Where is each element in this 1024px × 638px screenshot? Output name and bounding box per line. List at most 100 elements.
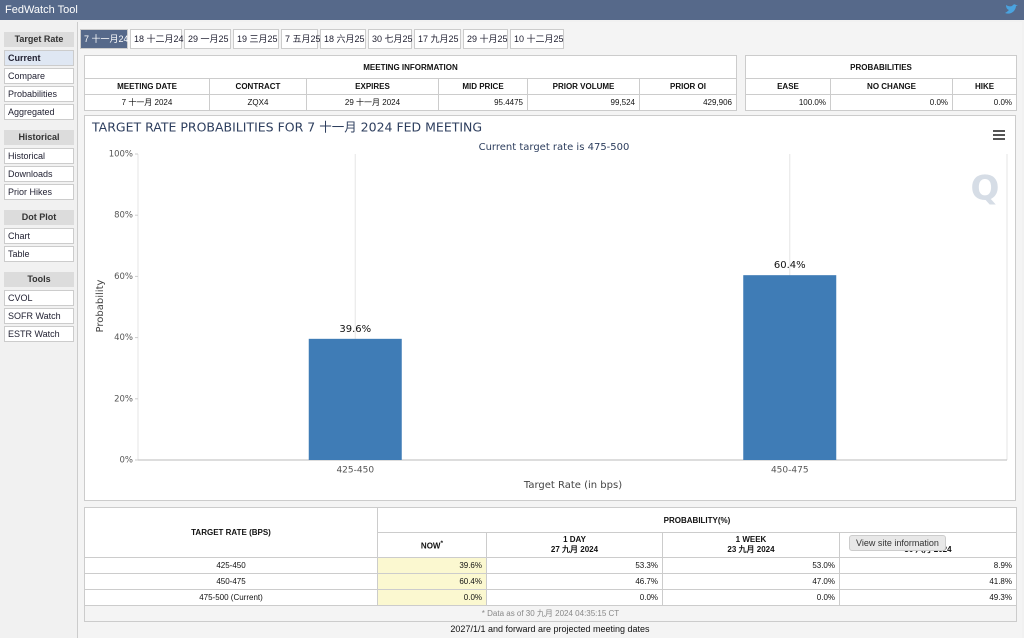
cell: 429,906 xyxy=(639,94,737,111)
chart-subtitle: Current target rate is 475-500 xyxy=(479,142,630,153)
bar xyxy=(308,338,402,460)
column-header: NOW* xyxy=(377,532,487,558)
data-row: 475-500 (Current) 0.0% 0.0% 0.0% 49.3% xyxy=(84,589,1017,606)
probability-table: TARGET RATE (BPS) PROBABILITY(%) NOW* 1 DAY… xyxy=(84,507,1017,622)
tab[interactable]: 30 七月25 xyxy=(368,29,413,49)
table-title: PROBABILITIES xyxy=(745,55,1017,79)
tab[interactable]: 18 十二月24 xyxy=(130,29,184,49)
sidebar-item[interactable]: Prior Hikes xyxy=(4,184,74,200)
data-row: 450-475 60.4% 46.7% 47.0% 41.8% xyxy=(84,573,1017,590)
cell: 0.0% xyxy=(662,589,840,606)
tab[interactable]: 29 一月25 xyxy=(184,29,231,49)
column-header: 1 WEEK 23 九月 2024 xyxy=(662,532,840,558)
header-row: MEETING DATE CONTRACT EXPIRES MID PRICE PRIO… xyxy=(84,78,737,95)
sidebar-heading: Target Rate xyxy=(4,32,74,47)
cell: 0.0% xyxy=(952,94,1017,111)
column-header: NO CHANGE xyxy=(830,78,953,95)
header-row: EASE NO CHANGE HIKE xyxy=(745,78,1017,95)
watermark-logo: Q xyxy=(971,169,1000,209)
column-label: 1 DAY xyxy=(563,535,586,544)
row-header: TARGET RATE (BPS) xyxy=(84,507,378,558)
column-header: MID PRICE xyxy=(438,78,528,95)
sidebar-item[interactable]: Chart xyxy=(4,228,74,244)
data-row: 425-450 39.6% 53.3% 53.0% 8.9% xyxy=(84,557,1017,574)
cell: 49.3% xyxy=(839,589,1017,606)
y-tick-label: 100% xyxy=(109,150,133,160)
cell: ZQX4 xyxy=(209,94,307,111)
cell: 450-475 xyxy=(84,573,378,590)
y-tick-label: 80% xyxy=(114,211,133,221)
sidebar-item[interactable]: Aggregated xyxy=(4,104,74,120)
data-label: 39.6% xyxy=(339,324,371,335)
y-axis-label: Probability xyxy=(95,279,106,332)
column-header: MEETING DATE xyxy=(84,78,210,95)
sidebar-item[interactable]: SOFR Watch xyxy=(4,308,74,324)
bar xyxy=(743,275,837,460)
tab[interactable]: 7 五月25 xyxy=(281,29,321,49)
group-header: PROBABILITY(%) xyxy=(377,507,1017,533)
column-header: CONTRACT xyxy=(209,78,307,95)
tab[interactable]: 18 六月25 xyxy=(320,29,366,49)
cell: 39.6% xyxy=(377,557,487,574)
title-row: MEETING INFORMATION xyxy=(84,55,737,79)
chart-title: TARGET RATE PROBABILITIES FOR 7 十一月 2024… xyxy=(91,120,482,135)
tab[interactable]: 17 九月25 xyxy=(414,29,461,49)
cell: 475-500 (Current) xyxy=(84,589,378,606)
column-date: 27 九月 2024 xyxy=(550,545,599,554)
data-label: 60.4% xyxy=(774,260,806,271)
sidebar-item[interactable]: Downloads xyxy=(4,166,74,182)
sidebar-item[interactable]: Compare xyxy=(4,68,74,84)
column-header: PRIOR OI xyxy=(639,78,737,95)
y-tick-label: 20% xyxy=(114,394,133,404)
cell: 7 十一月 2024 xyxy=(84,94,210,111)
footnote-row: * Data as of 30 九月 2024 04:35:15 CT xyxy=(84,605,1017,622)
column-header: EASE xyxy=(745,78,831,95)
sidebar-item[interactable]: Historical xyxy=(4,148,74,164)
data-row: 100.0% 0.0% 0.0% xyxy=(745,94,1017,111)
footer-note: 2027/1/1 and forward are projected meeti… xyxy=(450,624,650,634)
header-row: TARGET RATE (BPS) PROBABILITY(%) xyxy=(84,507,1017,558)
tab[interactable]: 19 三月25 xyxy=(233,29,279,49)
tab[interactable]: 7 十一月24 xyxy=(80,29,129,49)
x-axis-label: Target Rate (in bps) xyxy=(523,480,622,491)
cell: 425-450 xyxy=(84,557,378,574)
tooltip: View site information xyxy=(849,535,946,551)
column-label: NOW xyxy=(420,541,441,551)
cell: 95.4475 xyxy=(438,94,528,111)
tab[interactable]: 29 十月25 xyxy=(463,29,508,49)
meeting-info-table: MEETING INFORMATION MEETING DATE CONTRACT E… xyxy=(84,55,737,111)
sidebar-item[interactable]: ESTR Watch xyxy=(4,326,74,342)
column-date: 23 九月 2024 xyxy=(727,545,775,554)
sidebar-item[interactable]: Probabilities xyxy=(4,86,74,102)
y-tick-label: 40% xyxy=(114,333,133,343)
chart: TARGET RATE PROBABILITIES FOR 7 十一月 2024… xyxy=(84,115,1016,501)
column-note: * xyxy=(440,539,444,547)
footnote: * Data as of 30 九月 2024 04:35:15 CT xyxy=(84,605,1017,622)
column-label: 1 WEEK xyxy=(735,535,767,544)
app-title: FedWatch Tool xyxy=(5,4,78,16)
cell: 47.0% xyxy=(662,573,840,590)
cell: 53.0% xyxy=(662,557,840,574)
cell: 46.7% xyxy=(486,573,663,590)
y-tick-label: 60% xyxy=(114,272,133,282)
column-header: 1 DAY 27 九月 2024 xyxy=(486,532,663,558)
sidebar-item[interactable]: CVOL xyxy=(4,290,74,306)
twitter-icon[interactable] xyxy=(1004,4,1018,16)
sidebar-heading: Tools xyxy=(4,272,74,287)
data-row: 7 十一月 2024 ZQX4 29 十一月 2024 95.4475 99,524 42… xyxy=(84,94,737,111)
sidebar-item[interactable]: Current xyxy=(4,50,74,66)
cell: 100.0% xyxy=(745,94,831,111)
cell: 53.3% xyxy=(486,557,663,574)
cell: 60.4% xyxy=(377,573,487,590)
cell: 0.0% xyxy=(377,589,487,606)
title-row: PROBABILITIES xyxy=(745,55,1017,79)
menu-button[interactable] xyxy=(993,130,1005,140)
y-tick-label: 0% xyxy=(120,456,134,466)
sidebar-item[interactable]: Table xyxy=(4,246,74,262)
sidebar-heading: Dot Plot xyxy=(4,210,74,225)
table-title: MEETING INFORMATION xyxy=(84,55,737,79)
top-bar: FedWatch Tool xyxy=(0,0,1024,20)
tab[interactable]: 10 十二月25 xyxy=(510,29,564,49)
cell: 99,524 xyxy=(527,94,640,111)
